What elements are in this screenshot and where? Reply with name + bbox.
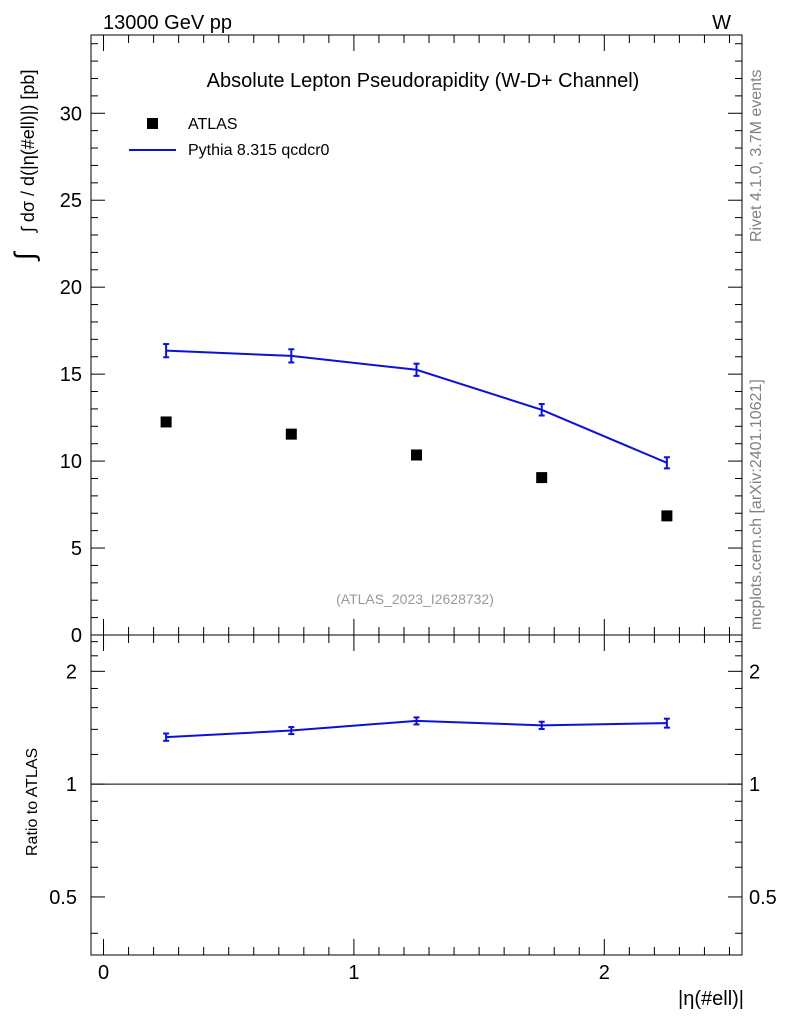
chart-title: Absolute Lepton Pseudorapidity (W-D+ Cha… (207, 70, 640, 92)
ratio-y-tick-label: 0.5 (49, 887, 77, 909)
atlas-point (661, 510, 673, 522)
mcplots-label: mcplots.cern.ch [arXiv:2401.10621] (748, 379, 765, 630)
header-left-label: 13000 GeV pp (103, 12, 232, 34)
x-tick-label: 0 (98, 962, 109, 984)
main-y-axis-label: ∫ dσ / d(|η(#ell)|) [pb] (18, 70, 38, 234)
main-y-tick-label: 30 (60, 103, 82, 125)
ratio-y-tick-label: 1 (66, 774, 77, 796)
legend-pythia-label: Pythia 8.315 qcdcr0 (188, 142, 330, 159)
main-y-tick-label: 15 (60, 364, 82, 386)
header-right-label: W (712, 12, 731, 34)
main-y-tick-label: 20 (60, 277, 82, 299)
main-axis-ticks (91, 35, 742, 636)
atlas-point (536, 472, 548, 484)
main-y-tick-label: 25 (60, 190, 82, 212)
x-tick-label: 1 (348, 962, 359, 984)
main-y-tick-labels: 0 5 10 15 20 25 30 (60, 103, 82, 647)
ratio-y-axis-label: Ratio to ATLAS (24, 748, 41, 856)
x-axis-label: |η(#ell)| (678, 988, 744, 1010)
main-series-layer (160, 343, 673, 522)
rivet-label: Rivet 4.1.0, 3.7M events (748, 69, 765, 242)
ratio-series-layer (91, 716, 742, 785)
main-y-tick-label: 0 (71, 625, 82, 647)
main-y-tick-label: 10 (60, 451, 82, 473)
x-tick-label: 2 (599, 962, 610, 984)
ratio-y-tick-label-right: 2 (749, 661, 760, 683)
ratio-y-tick-label-right: 0.5 (749, 887, 777, 909)
ratio-panel-frame (90, 634, 743, 956)
atlas-point (160, 416, 172, 428)
atlas-point (411, 449, 422, 461)
x-tick-labels: 0 1 2 (98, 962, 610, 984)
atlas-point (285, 428, 297, 440)
ratio-y-tick-label-right: 1 (749, 774, 760, 796)
ratio-axis-ticks (91, 635, 742, 955)
legend-atlas-label: ATLAS (188, 116, 238, 133)
legend-atlas-marker (147, 118, 158, 129)
ratio-y-tick-label: 2 (66, 661, 77, 683)
ratio-y-tick-labels: 0.5 0.5 1 1 2 2 (49, 661, 777, 909)
y-integral-sign: ∫ (9, 250, 40, 262)
analysis-watermark: (ATLAS_2023_I2628732) (336, 591, 494, 607)
main-y-tick-label: 5 (71, 538, 82, 560)
